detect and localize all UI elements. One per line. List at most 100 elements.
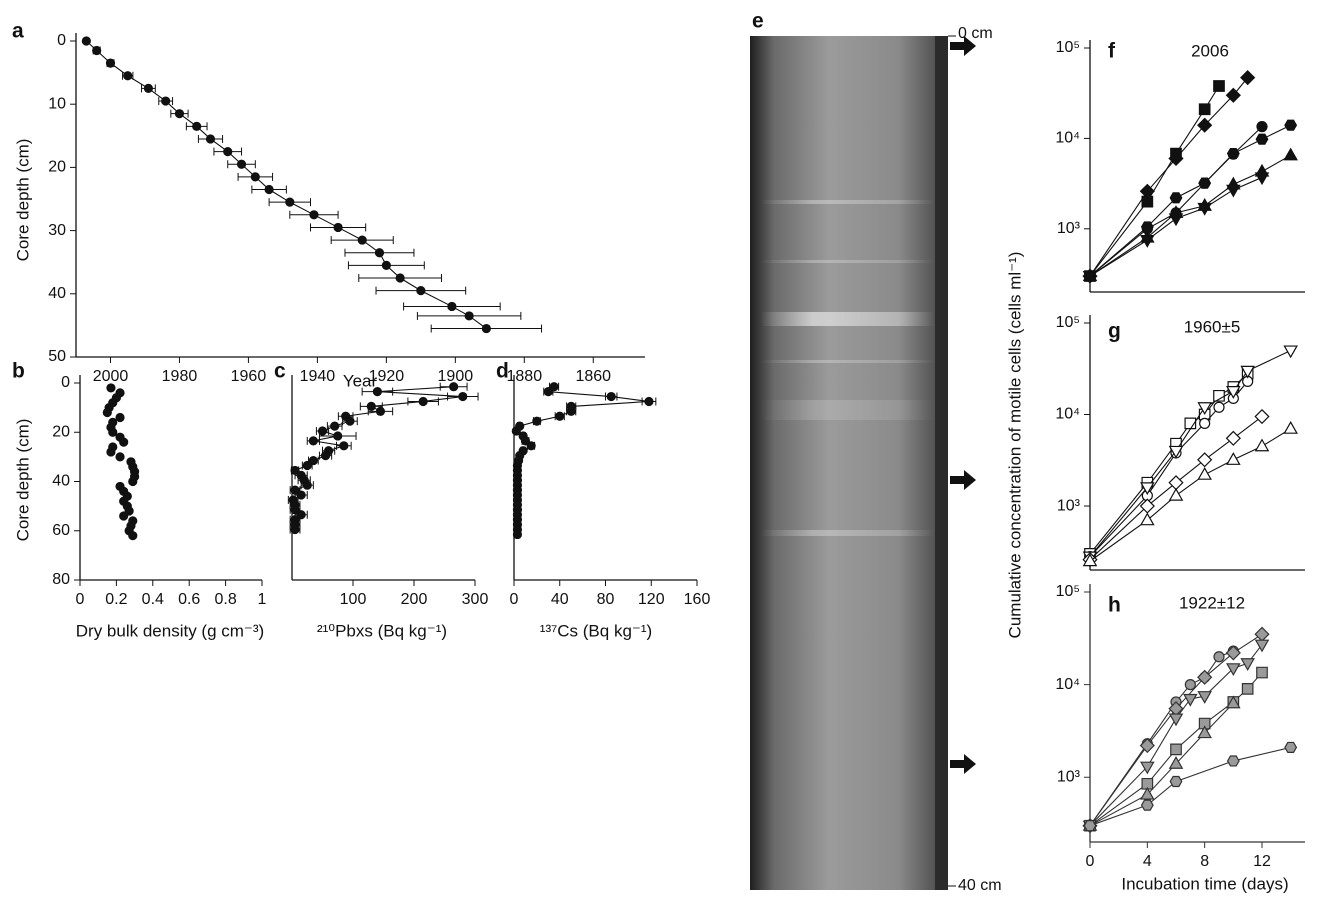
x-tick-label: 1920	[369, 368, 405, 385]
point	[1199, 177, 1211, 189]
core-band	[760, 260, 935, 263]
point	[1254, 639, 1270, 653]
point	[1283, 420, 1298, 434]
x-tick-label: 0	[1086, 853, 1095, 870]
point	[223, 147, 233, 157]
point	[106, 383, 116, 393]
annotation: 2006	[1191, 41, 1229, 60]
point	[264, 184, 274, 195]
point	[174, 109, 185, 119]
point	[606, 391, 616, 402]
point	[1254, 438, 1270, 452]
point	[1213, 80, 1225, 92]
x-axis-label: Incubation time (days)	[1121, 874, 1288, 893]
point	[128, 476, 138, 487]
core-band	[760, 360, 935, 363]
point	[123, 71, 133, 81]
point	[543, 387, 553, 397]
point	[1140, 482, 1155, 496]
point	[1226, 184, 1241, 198]
x-tick-label: 160	[684, 591, 711, 608]
x-tick-label: 1900	[438, 368, 474, 385]
point	[1213, 389, 1225, 402]
point	[192, 121, 202, 131]
point	[458, 391, 468, 402]
point	[644, 396, 654, 407]
point	[1197, 202, 1212, 216]
point	[464, 311, 474, 321]
point	[106, 447, 116, 457]
x-tick-label: 1880	[507, 368, 543, 385]
point	[81, 36, 91, 46]
point	[1256, 666, 1268, 679]
x-tick-label: 100	[340, 591, 367, 608]
point	[296, 510, 306, 520]
x-tick-label: 0	[76, 591, 85, 608]
y-tick-label: 10³	[1057, 497, 1081, 514]
point	[418, 396, 428, 407]
y-tick-label: 10⁴	[1055, 130, 1080, 147]
point	[1082, 553, 1098, 567]
point	[1283, 345, 1298, 359]
series-line	[1089, 124, 1291, 277]
series-line	[85, 40, 487, 330]
x-axis-label: ²¹⁰Pbxs (Bq kg⁻¹)	[317, 621, 447, 640]
point	[1140, 761, 1155, 775]
point	[1140, 512, 1155, 526]
point	[447, 301, 457, 312]
point	[566, 406, 576, 416]
y-tick-label: 30	[48, 222, 66, 239]
point	[1226, 695, 1241, 709]
x-tick-label: 0.6	[178, 591, 200, 608]
panel-label: g	[1108, 320, 1121, 343]
series-line	[515, 386, 650, 535]
point	[1184, 679, 1196, 691]
point	[1197, 402, 1212, 415]
x-tick-label: 1940	[300, 368, 336, 385]
x-tick-label: 40	[551, 591, 569, 608]
point	[416, 286, 426, 296]
point	[1197, 725, 1212, 739]
point	[1254, 408, 1270, 425]
point	[102, 407, 112, 418]
point	[526, 441, 536, 451]
point	[1197, 669, 1213, 685]
point	[549, 382, 559, 392]
core-photo	[750, 36, 948, 890]
point	[555, 411, 565, 421]
panel-label: e	[752, 10, 764, 33]
point	[1168, 713, 1184, 727]
y-tick-label: 10	[48, 95, 66, 112]
y-axis-label: Core depth (cm)	[13, 139, 32, 262]
point	[1183, 693, 1198, 707]
x-tick-label: 1	[258, 591, 267, 608]
x-axis-label: Dry bulk density (g cm⁻³)	[76, 621, 264, 640]
point	[1168, 756, 1184, 769]
x-tick-label: 12	[1253, 853, 1271, 870]
point	[1213, 401, 1225, 413]
point	[1283, 147, 1298, 161]
point	[532, 416, 542, 426]
point	[308, 455, 318, 466]
point	[115, 452, 125, 462]
point	[1254, 172, 1270, 186]
series-line	[1089, 644, 1263, 827]
point	[374, 248, 385, 258]
core-band	[760, 200, 935, 204]
x-axis-label: ¹³⁷Cs (Bq kg⁻¹)	[540, 621, 652, 640]
point	[366, 401, 376, 411]
point	[161, 96, 171, 106]
point	[290, 485, 300, 495]
point	[290, 465, 300, 476]
y-tick-label: 10⁴	[1055, 406, 1080, 423]
point	[481, 323, 491, 334]
point	[1255, 133, 1269, 145]
x-tick-label: 1960	[231, 368, 267, 385]
core-band	[760, 530, 935, 536]
point	[285, 197, 295, 207]
point	[1140, 799, 1154, 811]
x-tick-label: 80	[597, 591, 615, 608]
y-tick-label: 0	[57, 32, 66, 49]
point	[512, 529, 523, 540]
panel-label: h	[1108, 594, 1121, 617]
